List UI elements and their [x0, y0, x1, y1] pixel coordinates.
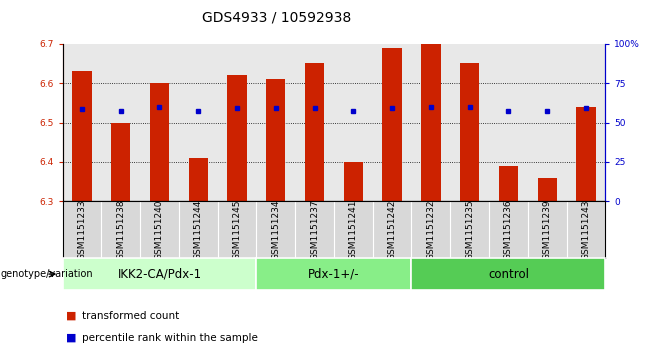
- Bar: [72, 71, 91, 201]
- Bar: [499, 166, 518, 201]
- Text: GSM1151234: GSM1151234: [271, 199, 280, 260]
- Bar: [382, 48, 402, 201]
- Bar: [343, 162, 363, 201]
- Bar: [111, 123, 130, 201]
- Text: ■: ■: [66, 311, 76, 321]
- Text: transformed count: transformed count: [82, 311, 180, 321]
- Text: GSM1151245: GSM1151245: [232, 199, 241, 260]
- Bar: [227, 75, 247, 201]
- Text: GSM1151238: GSM1151238: [116, 199, 125, 260]
- Text: GDS4933 / 10592938: GDS4933 / 10592938: [202, 11, 351, 25]
- FancyBboxPatch shape: [411, 258, 605, 290]
- Text: GSM1151244: GSM1151244: [193, 199, 203, 260]
- Bar: [460, 63, 479, 201]
- FancyBboxPatch shape: [63, 258, 257, 290]
- Bar: [189, 158, 208, 201]
- Text: GSM1151241: GSM1151241: [349, 199, 358, 260]
- Bar: [266, 79, 286, 201]
- Text: percentile rank within the sample: percentile rank within the sample: [82, 333, 258, 343]
- Bar: [150, 83, 169, 201]
- Text: GSM1151239: GSM1151239: [543, 199, 551, 260]
- Text: ■: ■: [66, 333, 76, 343]
- Text: control: control: [488, 268, 529, 281]
- Text: GSM1151242: GSM1151242: [388, 199, 397, 260]
- Text: GSM1151240: GSM1151240: [155, 199, 164, 260]
- Bar: [538, 178, 557, 201]
- Text: GSM1151232: GSM1151232: [426, 199, 436, 260]
- Bar: [305, 63, 324, 201]
- Text: GSM1151236: GSM1151236: [504, 199, 513, 260]
- Text: IKK2-CA/Pdx-1: IKK2-CA/Pdx-1: [117, 268, 201, 281]
- Bar: [576, 107, 595, 201]
- Text: GSM1151233: GSM1151233: [78, 199, 86, 260]
- Text: GSM1151235: GSM1151235: [465, 199, 474, 260]
- Bar: [421, 44, 441, 201]
- Text: genotype/variation: genotype/variation: [1, 269, 93, 279]
- Text: Pdx-1+/-: Pdx-1+/-: [308, 268, 360, 281]
- Text: GSM1151243: GSM1151243: [582, 199, 590, 260]
- FancyBboxPatch shape: [257, 258, 411, 290]
- Text: GSM1151237: GSM1151237: [310, 199, 319, 260]
